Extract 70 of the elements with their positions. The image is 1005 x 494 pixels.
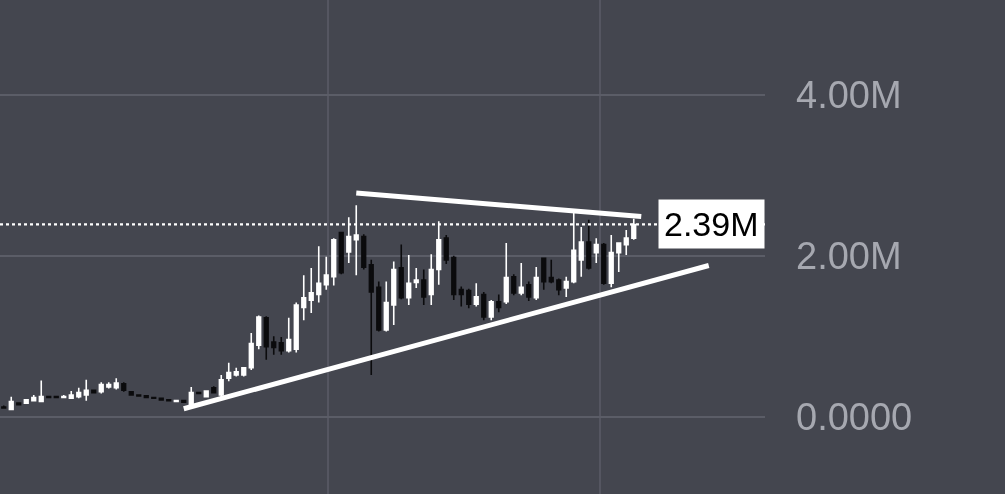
- candlestick: [323, 255, 329, 291]
- candlestick: [38, 379, 44, 404]
- candlestick: [226, 362, 232, 383]
- candlestick: [488, 299, 494, 322]
- candlestick: [158, 396, 164, 402]
- candlestick: [316, 245, 322, 304]
- candlestick: [383, 280, 389, 333]
- ref-line-label: 2.39M: [664, 205, 759, 243]
- candlestick: [458, 285, 464, 308]
- candlestick: [548, 259, 554, 285]
- y-tick-label: 2.00M: [796, 235, 902, 278]
- candlestick: [473, 282, 479, 308]
- candlestick: [451, 255, 457, 301]
- candlestick: [616, 241, 622, 273]
- candlestick: [271, 335, 277, 356]
- candlestick: [98, 381, 104, 395]
- candlestick: [496, 293, 502, 313]
- candlestick: [301, 274, 307, 322]
- candlestick: [68, 390, 74, 400]
- y-tick-label: 0.0000: [796, 396, 913, 439]
- candlestick: [218, 374, 224, 398]
- candlestick: [368, 259, 374, 376]
- candlestick: [293, 301, 299, 354]
- candlestick: [608, 234, 614, 289]
- candlestick: [623, 229, 629, 256]
- candlestick: [248, 332, 254, 371]
- candlestick: [376, 280, 382, 333]
- candlestick: [466, 288, 472, 309]
- candlestick: [286, 317, 292, 354]
- candlestick: [263, 315, 269, 361]
- candlestick: [23, 398, 29, 405]
- candlestick: [518, 262, 524, 297]
- candlestick: [428, 253, 434, 306]
- candlestick: [563, 275, 569, 298]
- candlestick: [391, 260, 397, 326]
- candlestick: [121, 381, 127, 393]
- candlestick: [398, 243, 404, 301]
- candlestick: [593, 237, 599, 264]
- candlestick: [421, 268, 427, 306]
- candlestick: [188, 386, 194, 408]
- candlestick: [443, 234, 449, 265]
- candlestick: [526, 280, 532, 302]
- candlestick: [361, 233, 367, 271]
- candlestick: [308, 267, 314, 314]
- candlestick: [556, 277, 562, 297]
- candlestick: [503, 242, 509, 305]
- candlestick: [601, 242, 607, 286]
- candlestick: [578, 226, 584, 278]
- y-tick-label: 4.00M: [796, 74, 902, 117]
- candlestick: [338, 230, 344, 276]
- candlestick: [406, 254, 412, 306]
- candlestick: [586, 218, 592, 271]
- candlestick: [1, 404, 7, 410]
- candlestick: [241, 366, 247, 378]
- candlestick: [511, 273, 517, 297]
- candlestick: [331, 237, 337, 287]
- candlestick: [481, 291, 487, 322]
- candlestick: [8, 395, 14, 412]
- candlestick: [83, 378, 89, 402]
- candlestick: [413, 267, 419, 289]
- candlestick: [106, 381, 112, 390]
- candlestick: [128, 390, 134, 397]
- candlestick: [533, 266, 539, 301]
- candlestick: [233, 366, 239, 378]
- candlestick: [113, 377, 119, 391]
- candlestick: [278, 336, 284, 356]
- candlestick: [136, 393, 142, 398]
- candlestick: [541, 256, 547, 291]
- candlestick: [76, 387, 82, 400]
- candlestick: [256, 314, 262, 350]
